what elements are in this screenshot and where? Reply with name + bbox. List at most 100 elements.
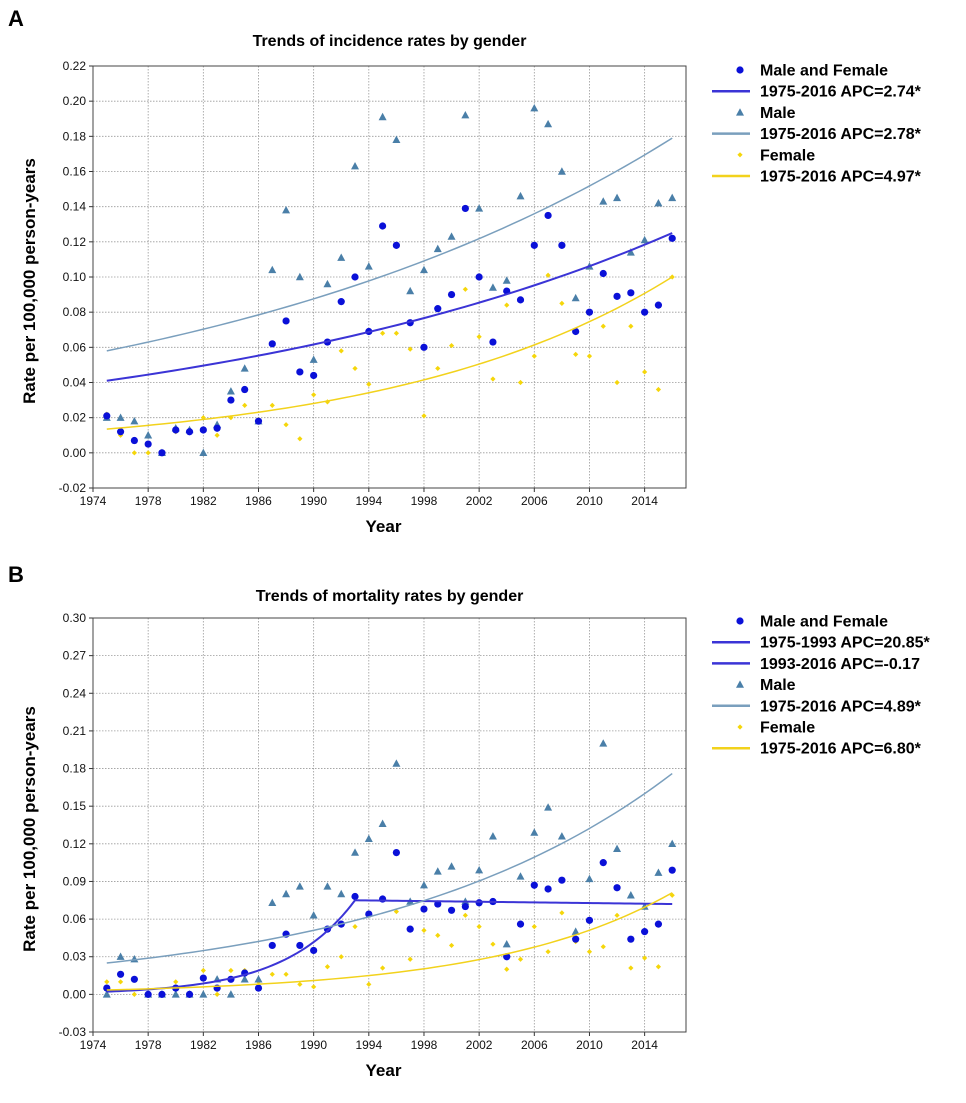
data-point bbox=[654, 198, 663, 207]
data-point bbox=[654, 301, 663, 309]
data-point bbox=[407, 956, 413, 962]
data-point bbox=[544, 211, 552, 220]
data-point bbox=[226, 387, 235, 395]
data-point bbox=[502, 276, 511, 284]
data-point bbox=[435, 932, 441, 938]
data-point bbox=[516, 872, 525, 880]
data-point bbox=[407, 346, 413, 352]
data-point bbox=[488, 832, 497, 840]
data-point bbox=[240, 975, 249, 983]
data-point bbox=[530, 881, 538, 889]
x-tick-label: 2006 bbox=[521, 494, 548, 508]
data-point bbox=[420, 905, 428, 913]
x-tick-label: 1974 bbox=[80, 494, 107, 508]
legend-label: 1975-2016 APC=6.80* bbox=[760, 741, 922, 758]
data-point bbox=[199, 426, 207, 434]
data-point bbox=[254, 975, 263, 983]
data-point bbox=[338, 348, 344, 354]
legend-marker bbox=[737, 724, 743, 730]
data-point bbox=[378, 819, 387, 827]
data-point bbox=[309, 355, 318, 363]
data-point bbox=[378, 112, 387, 121]
legend-label: Female bbox=[760, 147, 815, 164]
data-point bbox=[420, 343, 428, 351]
legend-label: 1975-2016 APC=2.74* bbox=[760, 84, 922, 101]
data-point bbox=[172, 426, 180, 434]
data-point bbox=[268, 340, 276, 348]
data-point bbox=[364, 262, 373, 270]
data-point bbox=[199, 974, 207, 982]
data-point bbox=[490, 941, 496, 947]
y-tick-label: 0.08 bbox=[63, 305, 87, 319]
plot-area bbox=[93, 66, 686, 488]
data-point bbox=[668, 193, 677, 202]
data-point bbox=[131, 450, 137, 456]
data-point bbox=[655, 386, 662, 393]
data-point bbox=[337, 889, 346, 898]
y-tick-label: 0.16 bbox=[63, 165, 87, 179]
legend-entry: Male and Female bbox=[736, 614, 888, 631]
data-point bbox=[626, 891, 635, 899]
data-point bbox=[352, 365, 358, 372]
data-point bbox=[351, 273, 359, 281]
legend-marker bbox=[736, 108, 744, 116]
data-point bbox=[283, 971, 289, 977]
data-point bbox=[447, 290, 456, 299]
data-point bbox=[392, 759, 401, 767]
data-point bbox=[200, 415, 206, 421]
data-point bbox=[145, 450, 151, 456]
data-point bbox=[144, 431, 153, 439]
data-point bbox=[545, 272, 551, 278]
x-tick-label: 1982 bbox=[190, 494, 217, 508]
data-point bbox=[406, 286, 415, 295]
data-point bbox=[434, 305, 442, 313]
data-point bbox=[323, 882, 332, 890]
x-axis-label: Year bbox=[366, 517, 402, 536]
x-tick-label: 2014 bbox=[631, 1038, 658, 1052]
x-axis-label: Year bbox=[366, 1061, 402, 1080]
data-point bbox=[240, 364, 249, 372]
data-point bbox=[448, 342, 455, 349]
data-point bbox=[571, 293, 580, 302]
data-point bbox=[296, 941, 304, 950]
legend-entry: Female bbox=[737, 720, 815, 737]
data-point bbox=[531, 924, 537, 930]
plot-frame bbox=[92, 65, 687, 489]
data-point bbox=[641, 308, 649, 316]
data-point bbox=[614, 379, 620, 386]
legend: Male and Female 1975-1993 APC=20.85* 1993-… bbox=[712, 614, 931, 758]
data-point bbox=[392, 849, 400, 857]
panel-label: B bbox=[8, 562, 24, 587]
y-tick-label: 0.12 bbox=[63, 837, 87, 851]
data-point bbox=[669, 892, 675, 898]
trend-line bbox=[106, 772, 673, 964]
data-point bbox=[668, 866, 676, 874]
x-tick-label: 1986 bbox=[245, 494, 272, 508]
data-point bbox=[268, 898, 277, 906]
y-tick-label: 0.12 bbox=[63, 235, 87, 249]
data-point bbox=[628, 965, 634, 971]
incidence-chart-svg: Trends of incidence rates by gender -0.02… bbox=[20, 33, 922, 536]
y-tick-label: 0.22 bbox=[63, 59, 87, 73]
data-point bbox=[366, 381, 372, 387]
y-tick-label: 0.15 bbox=[63, 799, 87, 813]
data-point bbox=[268, 265, 277, 274]
data-point bbox=[599, 739, 608, 747]
legend-entry: Male bbox=[736, 677, 796, 694]
data-point bbox=[585, 916, 594, 924]
data-point bbox=[116, 970, 125, 978]
data-point bbox=[214, 432, 220, 438]
data-point bbox=[655, 964, 662, 970]
data-point bbox=[462, 286, 468, 292]
data-point bbox=[421, 413, 427, 419]
y-tick-label: 0.06 bbox=[63, 912, 87, 926]
data-point bbox=[228, 967, 234, 974]
data-point bbox=[559, 300, 565, 306]
legend-label: Male bbox=[760, 105, 796, 122]
data-point bbox=[627, 935, 635, 943]
legend-marker bbox=[736, 617, 744, 625]
y-tick-label: 0.00 bbox=[63, 987, 87, 1001]
y-tick-label: 0.20 bbox=[63, 94, 87, 108]
legend-label: 1975-2016 APC=4.89* bbox=[760, 698, 922, 715]
series-male-and-female bbox=[103, 204, 676, 457]
